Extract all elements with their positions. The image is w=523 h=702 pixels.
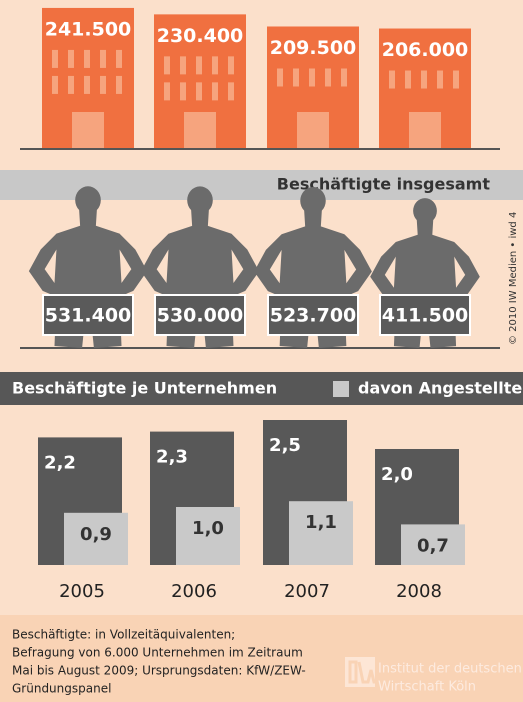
window	[228, 56, 234, 74]
door	[409, 112, 441, 148]
window	[84, 50, 90, 68]
footnote: Mai bis August 2009; Ursprungsdaten: KfW…	[12, 664, 306, 678]
logo-text: Wirtschaft Köln	[378, 680, 476, 695]
window	[100, 50, 106, 68]
footnote: Beschäftigte: in Vollzeitäquivalenten;	[12, 628, 235, 642]
window	[293, 68, 299, 86]
value-label: 530.000	[157, 305, 244, 327]
legend-swatch	[333, 381, 349, 397]
window	[277, 68, 283, 86]
window	[116, 50, 122, 68]
window	[196, 82, 202, 100]
section-title: Beschäftigte je Unternehmen	[12, 379, 277, 398]
window	[52, 76, 58, 94]
window	[196, 56, 202, 74]
window	[164, 82, 170, 100]
value-label: 230.400	[157, 25, 244, 47]
door	[184, 112, 216, 148]
x-tick-label: 2008	[396, 581, 442, 602]
window	[68, 50, 74, 68]
infographic: Beschäftigte insgesamt Beschäftigte je U…	[0, 0, 523, 702]
value-label: 1,1	[305, 512, 337, 533]
value-label: 206.000	[382, 39, 469, 61]
window	[421, 71, 427, 89]
window	[228, 82, 234, 100]
door	[297, 112, 329, 148]
copyright: © 2010 IW Medien • iwd 4	[508, 212, 519, 345]
value-label: 2,3	[156, 447, 188, 468]
window	[212, 82, 218, 100]
value-label: 531.400	[45, 305, 132, 327]
window	[52, 50, 58, 68]
window	[389, 71, 395, 89]
value-label: 2,5	[269, 435, 301, 456]
window	[453, 71, 459, 89]
x-tick-label: 2006	[171, 581, 217, 602]
window	[164, 56, 170, 74]
value-label: 411.500	[382, 305, 469, 327]
x-tick-label: 2005	[59, 581, 105, 602]
value-label: 2,2	[44, 452, 76, 473]
window	[405, 71, 411, 89]
window	[309, 68, 315, 86]
window	[341, 68, 347, 86]
window	[68, 76, 74, 94]
window	[325, 68, 331, 86]
window	[180, 56, 186, 74]
x-tick-label: 2007	[284, 581, 330, 602]
window	[84, 76, 90, 94]
value-label: 1,0	[192, 518, 224, 539]
value-label: 523.700	[270, 305, 357, 327]
window	[437, 71, 443, 89]
logo-text: Institut der deutschen	[378, 662, 522, 677]
value-label: 2,0	[381, 464, 413, 485]
value-label: 209.500	[270, 37, 357, 59]
value-label: 0,7	[417, 535, 449, 556]
footnote: Befragung von 6.000 Unternehmen im Zeitr…	[12, 646, 303, 660]
window	[100, 76, 106, 94]
footnote: Gründungspanel	[12, 682, 111, 696]
value-label: 241.500	[45, 18, 132, 40]
window	[180, 82, 186, 100]
window	[212, 56, 218, 74]
window	[116, 76, 122, 94]
value-label: 0,9	[80, 524, 112, 545]
legend-label: davon Angestellte	[358, 379, 522, 398]
door	[72, 112, 104, 148]
